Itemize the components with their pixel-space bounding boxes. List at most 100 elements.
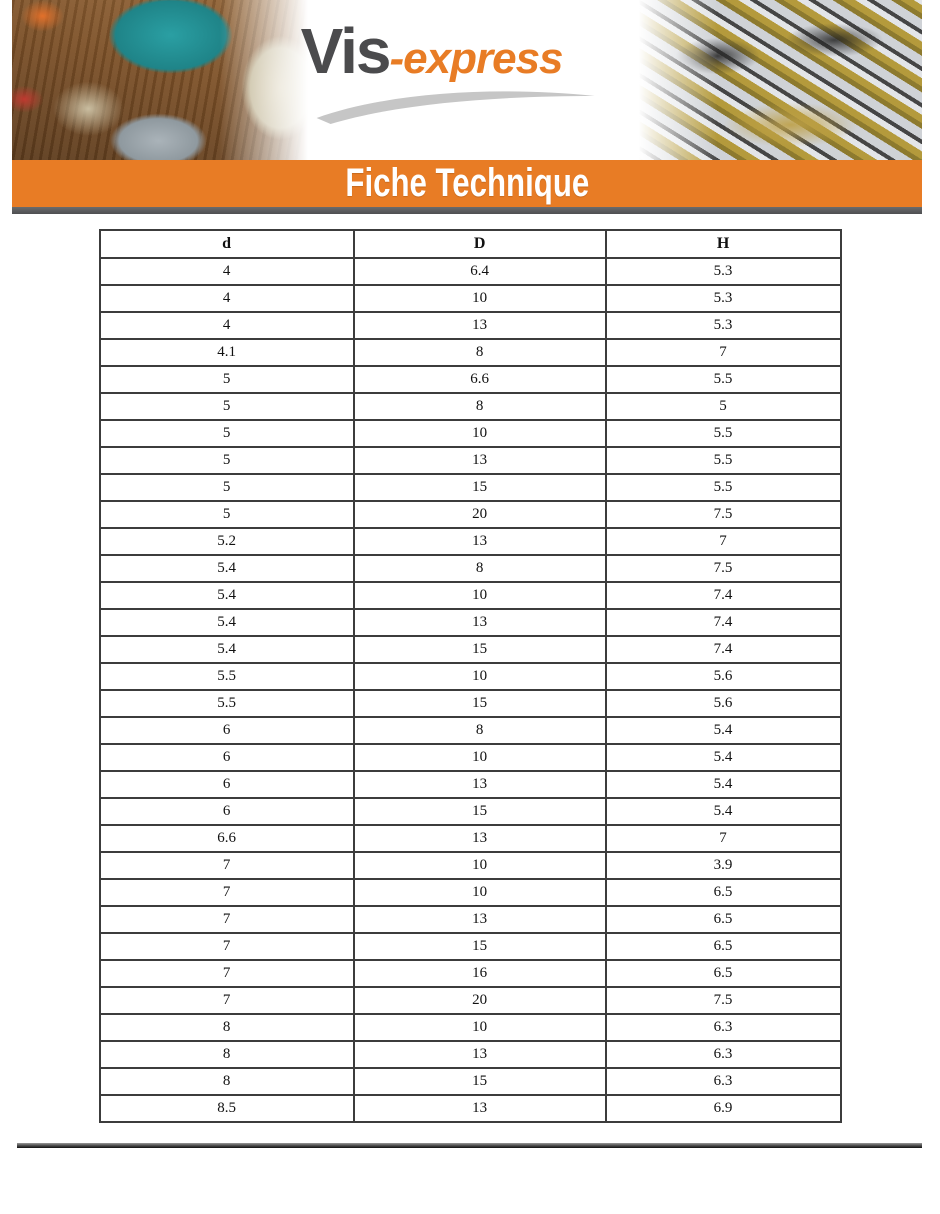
cell-d: 4 [98, 257, 355, 286]
cell-D: 13 [352, 1040, 607, 1069]
cell-d: 4 [98, 284, 355, 313]
cell-H: 5.6 [604, 662, 842, 691]
cell-D: 10 [352, 581, 607, 610]
cell-d: 7 [98, 932, 355, 961]
cell-H: 7 [604, 527, 842, 556]
cell-D: 13 [352, 824, 607, 853]
cell-H: 5.4 [604, 770, 842, 799]
cell-H: 5.4 [604, 797, 842, 826]
table-row: 5 15 5.5 [98, 473, 842, 502]
logo-swoosh-icon [316, 91, 595, 124]
cell-d: 5.4 [98, 635, 355, 664]
cell-D: 13 [352, 1094, 607, 1123]
cell-H: 5.4 [604, 743, 842, 772]
cell-D: 13 [352, 905, 607, 934]
cell-D: 10 [352, 878, 607, 907]
table-row: 5 20 7.5 [98, 500, 842, 529]
table-row: 5.4 13 7.4 [98, 608, 842, 637]
table-row: 6 10 5.4 [98, 743, 842, 772]
column-header-H: H [604, 229, 842, 259]
cell-d: 7 [98, 959, 355, 988]
cell-d: 8.5 [98, 1094, 355, 1123]
table-row: 5.4 8 7.5 [98, 554, 842, 583]
cell-D: 15 [352, 932, 607, 961]
dimensions-table: d D H 4 6.4 5.3 4 10 5.3 4 13 5.3 4.1 8 7 5 6.6 5.5 5 8 5… [98, 229, 842, 1123]
cell-d: 6 [98, 770, 355, 799]
cell-H: 5.3 [604, 311, 842, 340]
cell-H: 6.5 [604, 932, 842, 961]
cell-d: 7 [98, 905, 355, 934]
cell-D: 16 [352, 959, 607, 988]
cell-D: 13 [352, 446, 607, 475]
cell-d: 5 [98, 500, 355, 529]
cell-D: 15 [352, 635, 607, 664]
cell-H: 5.5 [604, 419, 842, 448]
table-body: 4 6.4 5.3 4 10 5.3 4 13 5.3 4.1 8 7 5 6.6 5.5 5 8 5 5 10 5.5… [98, 257, 842, 1123]
cell-H: 5.6 [604, 689, 842, 718]
cell-D: 10 [352, 1013, 607, 1042]
cell-d: 4.1 [98, 338, 355, 367]
cell-d: 6.6 [98, 824, 355, 853]
cell-H: 5.4 [604, 716, 842, 745]
table-row: 8.5 13 6.9 [98, 1094, 842, 1123]
cell-H: 6.5 [604, 905, 842, 934]
cell-d: 6 [98, 716, 355, 745]
logo-text-express: -express [389, 34, 564, 83]
column-header-d: d [98, 229, 355, 259]
cell-H: 7.5 [604, 500, 842, 529]
table-row: 8 10 6.3 [98, 1013, 842, 1042]
cell-H: 5.5 [604, 365, 842, 394]
cell-H: 7.5 [604, 986, 842, 1015]
table-row: 4 10 5.3 [98, 284, 842, 313]
cell-d: 5.4 [98, 608, 355, 637]
cell-H: 5.5 [604, 473, 842, 502]
table-row: 7 16 6.5 [98, 959, 842, 988]
cell-H: 7 [604, 824, 842, 853]
cell-H: 5.5 [604, 446, 842, 475]
top-divider-bar [12, 207, 922, 214]
table-row: 6 13 5.4 [98, 770, 842, 799]
table-row: 8 13 6.3 [98, 1040, 842, 1069]
cell-H: 6.3 [604, 1013, 842, 1042]
cell-H: 6.3 [604, 1067, 842, 1096]
cell-D: 10 [352, 851, 607, 880]
cell-D: 13 [352, 770, 607, 799]
table-row: 5.5 10 5.6 [98, 662, 842, 691]
cell-D: 8 [352, 392, 607, 421]
table-row: 5 13 5.5 [98, 446, 842, 475]
cell-d: 5 [98, 446, 355, 475]
cell-d: 5.4 [98, 554, 355, 583]
cell-d: 8 [98, 1013, 355, 1042]
cell-D: 10 [352, 284, 607, 313]
table-row: 7 13 6.5 [98, 905, 842, 934]
cell-D: 8 [352, 716, 607, 745]
cell-H: 5 [604, 392, 842, 421]
table-row: 6.6 13 7 [98, 824, 842, 853]
cell-H: 7.4 [604, 635, 842, 664]
page-header: Vis-express [12, 0, 922, 160]
table-row: 7 10 6.5 [98, 878, 842, 907]
cell-d: 5 [98, 419, 355, 448]
cell-H: 5.3 [604, 284, 842, 313]
cell-d: 5.4 [98, 581, 355, 610]
cell-D: 15 [352, 1067, 607, 1096]
cell-H: 7.5 [604, 554, 842, 583]
table-header-row: d D H [98, 229, 842, 259]
screws-pile-photo [630, 0, 922, 160]
cell-D: 20 [352, 500, 607, 529]
cell-d: 5 [98, 365, 355, 394]
table-row: 7 15 6.5 [98, 932, 842, 961]
table-row: 4.1 8 7 [98, 338, 842, 367]
table-row: 7 20 7.5 [98, 986, 842, 1015]
cell-H: 6.9 [604, 1094, 842, 1123]
cell-H: 6.3 [604, 1040, 842, 1069]
logo-text: Vis-express [301, 14, 621, 88]
title-banner: Fiche Technique [12, 160, 922, 207]
cell-d: 8 [98, 1040, 355, 1069]
cell-D: 6.4 [352, 257, 607, 286]
table-row: 5.4 10 7.4 [98, 581, 842, 610]
workbench-photo [12, 0, 317, 160]
cell-D: 10 [352, 419, 607, 448]
